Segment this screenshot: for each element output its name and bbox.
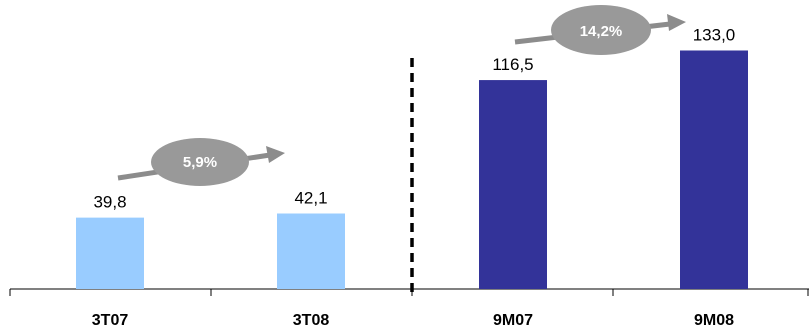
bar-3t07 (76, 217, 144, 289)
category-label: 9M08 (694, 312, 734, 329)
category-label: 3T07 (92, 312, 129, 329)
growth-badge-label: 14,2% (580, 23, 623, 40)
growth-arrow-head (266, 146, 285, 163)
bar-9m07 (479, 80, 547, 290)
growth-arrow-head (667, 14, 686, 31)
category-label: 9M07 (493, 312, 533, 329)
growth-badge-quarter: 5,9% (117, 138, 285, 186)
x-axis-ticks (9, 289, 809, 296)
category-label: 3T08 (293, 312, 330, 329)
growth-badge-ellipse (151, 138, 249, 186)
bars-group (76, 50, 748, 290)
bar-9m08 (680, 50, 748, 290)
growth-badge-label: 5,9% (183, 154, 217, 171)
growth-badge-ellipse (551, 5, 651, 55)
bar-value-label: 116,5 (492, 55, 533, 74)
bar-value-label: 39,8 (93, 193, 126, 212)
bar-value-label: 42,1 (294, 189, 327, 208)
bar-value-label: 133,0 (693, 25, 736, 44)
growth-badge-nine-months: 14,2% (514, 5, 686, 55)
category-labels-group: 3T07 3T08 9M07 9M08 (92, 312, 734, 329)
value-labels-group: 39,8 42,1 116,5 133,0 (93, 25, 735, 211)
bar-3t08 (277, 213, 345, 289)
